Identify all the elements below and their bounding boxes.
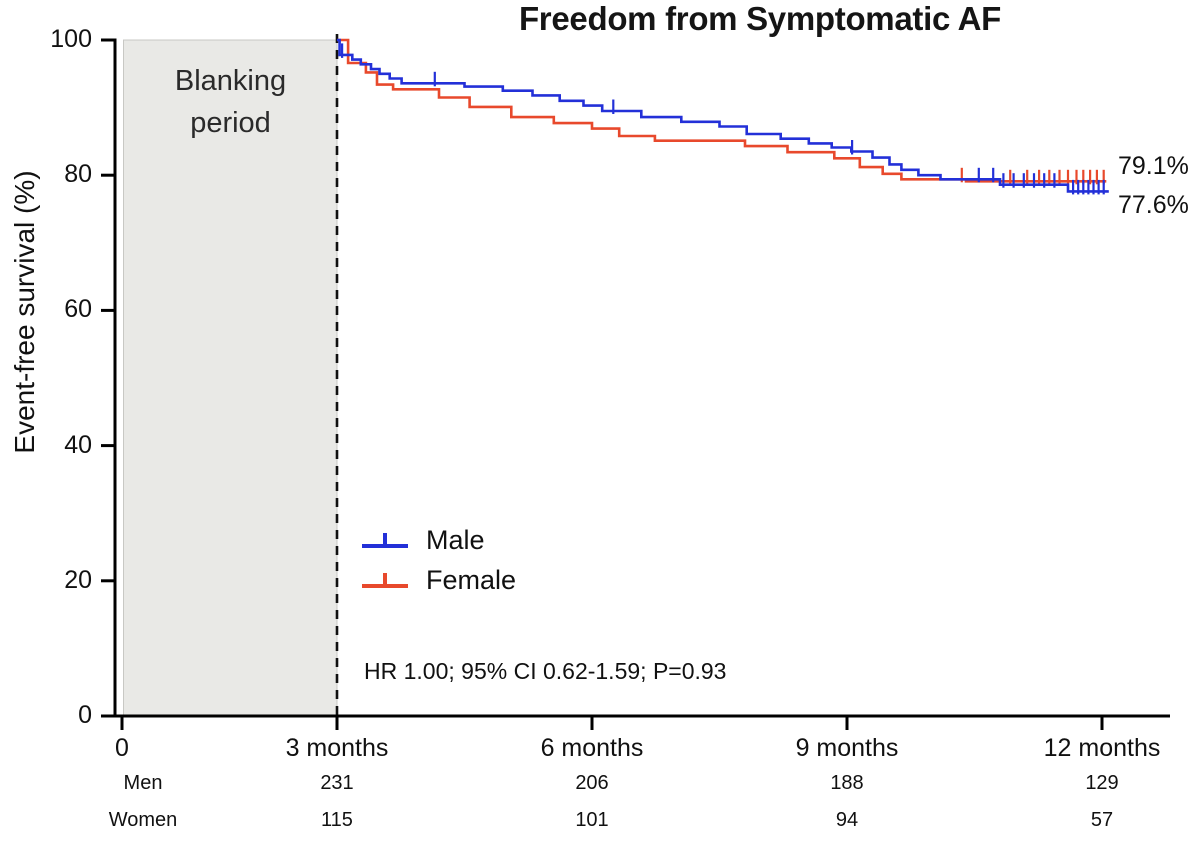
legend-label-male: Male — [426, 524, 485, 555]
female-final-percentage: 79.1% — [1118, 152, 1189, 180]
x-tick-label: 3 months — [285, 734, 389, 762]
risk-row-label-men: Men — [123, 772, 163, 794]
legend-label-female: Female — [426, 564, 517, 595]
legend-item-male: Male — [362, 520, 516, 560]
risk-count: 231 — [320, 772, 354, 794]
hr-annotation: HR 1.00; 95% CI 0.62-1.59; P=0.93 — [364, 658, 727, 684]
y-tick-label: 0 — [78, 701, 92, 729]
y-tick-label: 80 — [64, 160, 92, 189]
y-tick-label: 40 — [64, 430, 92, 459]
risk-count: 206 — [575, 772, 609, 794]
female-line — [362, 584, 408, 588]
x-tick-label: 9 months — [795, 734, 899, 762]
risk-count: 188 — [830, 772, 864, 794]
female-censor-mark-icon — [362, 569, 408, 591]
legend-item-female: Female — [362, 560, 516, 600]
male-final-percentage: 77.6% — [1118, 191, 1189, 219]
risk-row-label-women: Women — [108, 809, 178, 831]
chart-title: Freedom from Symptomatic AF — [518, 0, 1002, 37]
female-censor-tick — [383, 573, 387, 586]
risk-count: 94 — [835, 809, 859, 831]
blanking-line1: Blanking — [174, 65, 287, 97]
male-censor-mark-icon — [362, 529, 408, 551]
risk-count: 101 — [575, 809, 609, 831]
risk-count: 129 — [1085, 772, 1119, 794]
blanking-line2: period — [190, 107, 271, 139]
risk-count: 57 — [1090, 809, 1114, 831]
x-tick-label: 0 — [115, 734, 129, 762]
blanking-period-label: Blanking period — [133, 60, 328, 144]
legend: Male Female — [362, 520, 516, 600]
y-tick-label: 60 — [64, 295, 92, 324]
y-tick-label: 100 — [50, 25, 92, 53]
male-line — [362, 544, 408, 548]
x-tick-label: 12 months — [1043, 734, 1161, 762]
risk-count: 115 — [321, 809, 353, 831]
y-tick-label: 20 — [64, 565, 92, 594]
x-tick-label: 6 months — [540, 734, 644, 762]
male-censor-tick — [383, 533, 387, 546]
